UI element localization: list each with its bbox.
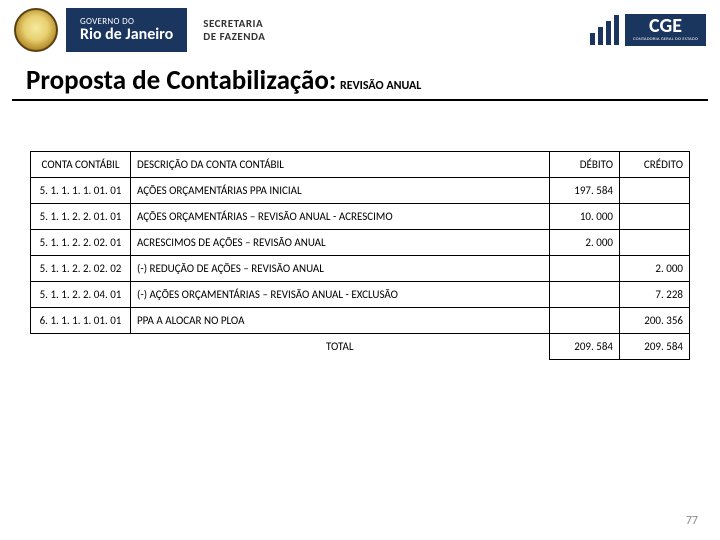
- sec-label-1: SECRETARIA: [203, 17, 265, 30]
- cell-credit: [620, 230, 690, 256]
- cell-debit: [550, 256, 620, 282]
- cell-debit: 197. 584: [550, 178, 620, 204]
- content-area: CONTA CONTÁBIL DESCRIÇÃO DA CONTA CONTÁB…: [0, 101, 720, 360]
- cell-debit: [550, 282, 620, 308]
- page-subtitle: REVISÃO ANUAL: [340, 79, 421, 93]
- cell-description: AÇÕES ORÇAMENTÁRIAS – REVISÃO ANUAL - AC…: [131, 204, 550, 230]
- accounting-table: CONTA CONTÁBIL DESCRIÇÃO DA CONTA CONTÁB…: [30, 151, 690, 360]
- gov-logo-block: GOVERNO DO Rio de Janeiro: [66, 8, 187, 52]
- cell-account: 5. 1. 1. 2. 2. 01. 01: [31, 204, 131, 230]
- cell-account: 5. 1. 1. 2. 2. 02. 01: [31, 230, 131, 256]
- col-credit: CRÉDITO: [620, 152, 690, 178]
- cell-credit: 7. 228: [620, 282, 690, 308]
- total-label: TOTAL: [131, 334, 550, 360]
- cell-account: 5. 1. 1. 1. 1. 01. 01: [31, 178, 131, 204]
- cell-account: 5. 1. 1. 2. 2. 02. 02: [31, 256, 131, 282]
- state-seal-icon: [14, 8, 58, 52]
- cell-debit: 2. 000: [550, 230, 620, 256]
- cge-fullname: CONTADORIA GERAL DO ESTADO: [633, 37, 698, 42]
- cell-debit: [550, 308, 620, 334]
- total-debit: 209. 584: [550, 334, 620, 360]
- cell-description: PPA A ALOCAR NO PLOA: [131, 308, 550, 334]
- table-row: 5. 1. 1. 2. 2. 01. 01AÇÕES ORÇAMENTÁRIAS…: [31, 204, 690, 230]
- cell-account: 5. 1. 1. 2. 2. 04. 01: [31, 282, 131, 308]
- table-total-row: TOTAL 209. 584 209. 584: [31, 334, 690, 360]
- cell-debit: 10. 000: [550, 204, 620, 230]
- table-row: 5. 1. 1. 2. 2. 02. 02(-) REDUÇÃO DE AÇÕE…: [31, 256, 690, 282]
- secretariat-block: SECRETARIA DE FAZENDA: [195, 8, 265, 52]
- col-account: CONTA CONTÁBIL: [31, 152, 131, 178]
- page-number: 77: [686, 514, 698, 528]
- cge-bars-icon: [590, 15, 619, 45]
- cell-account: 6. 1. 1. 1. 1. 01. 01: [31, 308, 131, 334]
- table-row: 5. 1. 1. 1. 1. 01. 01AÇÕES ORÇAMENTÁRIAS…: [31, 178, 690, 204]
- cell-credit: [620, 178, 690, 204]
- cell-description: AÇÕES ORÇAMENTÁRIAS PPA INICIAL: [131, 178, 550, 204]
- cell-credit: [620, 204, 690, 230]
- cell-credit: 2. 000: [620, 256, 690, 282]
- table-row: 5. 1. 1. 2. 2. 02. 01ACRESCIMOS DE AÇÕES…: [31, 230, 690, 256]
- table-row: 5. 1. 1. 2. 2. 04. 01(-) AÇÕES ORÇAMENTÁ…: [31, 282, 690, 308]
- title-row: Proposta de Contabilização: REVISÃO ANUA…: [12, 58, 708, 101]
- cge-logo-block: CGE CONTADORIA GERAL DO ESTADO: [590, 14, 706, 46]
- cell-description: ACRESCIMOS DE AÇÕES – REVISÃO ANUAL: [131, 230, 550, 256]
- page-title: Proposta de Contabilização:: [26, 64, 336, 97]
- cge-label: CGE CONTADORIA GERAL DO ESTADO: [625, 14, 706, 46]
- header-bar: GOVERNO DO Rio de Janeiro SECRETARIA DE …: [0, 0, 720, 58]
- gov-label-main: Rio de Janeiro: [80, 27, 173, 43]
- sec-label-2: DE FAZENDA: [203, 30, 265, 43]
- cell-credit: 200. 356: [620, 308, 690, 334]
- col-debit: DÉBITO: [550, 152, 620, 178]
- cell-description: (-) REDUÇÃO DE AÇÕES – REVISÃO ANUAL: [131, 256, 550, 282]
- table-header-row: CONTA CONTÁBIL DESCRIÇÃO DA CONTA CONTÁB…: [31, 152, 690, 178]
- total-credit: 209. 584: [620, 334, 690, 360]
- table-row: 6. 1. 1. 1. 1. 01. 01PPA A ALOCAR NO PLO…: [31, 308, 690, 334]
- cell-description: (-) AÇÕES ORÇAMENTÁRIAS – REVISÃO ANUAL …: [131, 282, 550, 308]
- cge-acronym: CGE: [633, 16, 698, 36]
- col-description: DESCRIÇÃO DA CONTA CONTÁBIL: [131, 152, 550, 178]
